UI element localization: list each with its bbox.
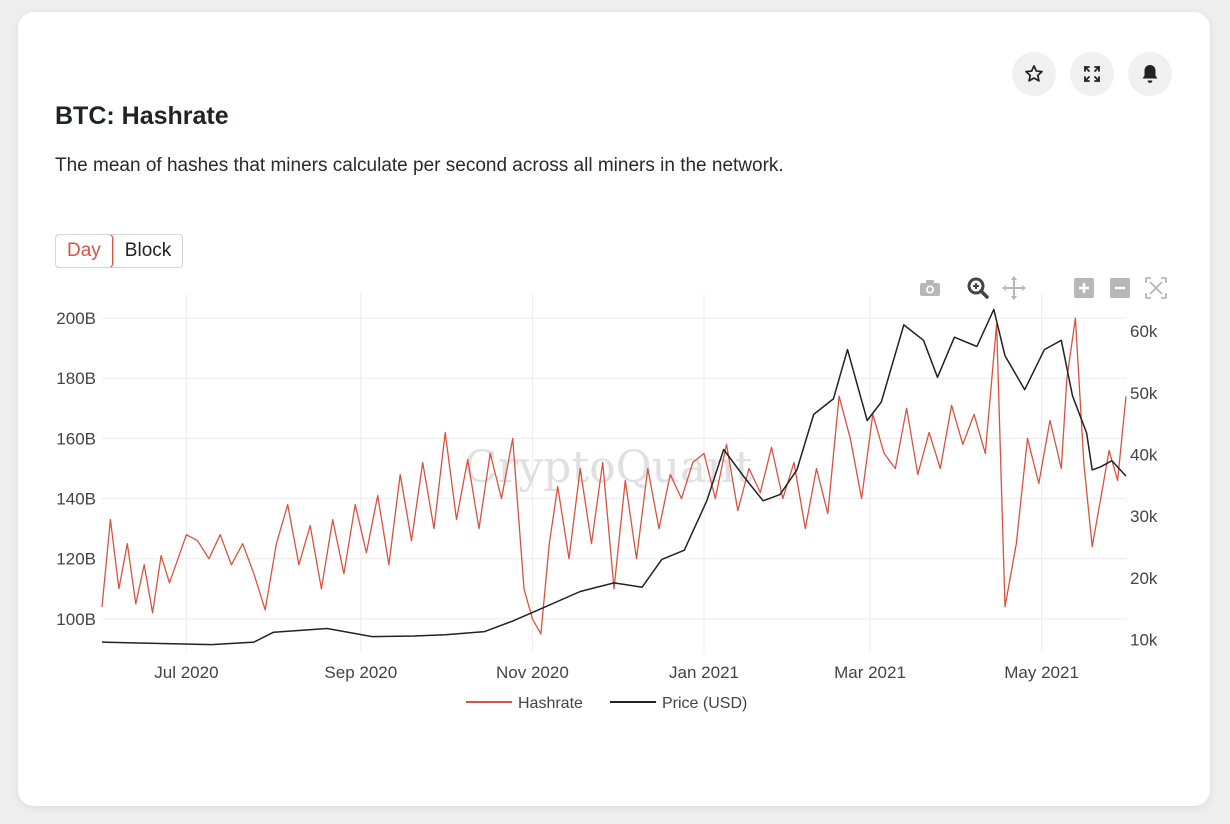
y-right-tick-label: 20k bbox=[1130, 569, 1158, 588]
chart-series bbox=[101, 308, 1127, 646]
interval-toggle: Day Block bbox=[55, 234, 184, 268]
expand-icon bbox=[1084, 66, 1100, 82]
legend-price-label[interactable]: Price (USD) bbox=[662, 695, 747, 712]
favorite-button[interactable] bbox=[1012, 52, 1056, 96]
chart-grid bbox=[102, 294, 1126, 652]
y-left-tick-label: 120B bbox=[56, 550, 96, 569]
bell-icon bbox=[1142, 65, 1158, 83]
x-tick-label: May 2021 bbox=[1004, 663, 1079, 682]
y-right-tick-label: 60k bbox=[1130, 322, 1158, 341]
download-button[interactable] bbox=[916, 274, 944, 302]
pan-icon bbox=[1002, 276, 1026, 300]
expand-button[interactable] bbox=[1070, 52, 1114, 96]
y-right-tick-label: 50k bbox=[1130, 384, 1158, 403]
y-right-tick-label: 40k bbox=[1130, 445, 1158, 464]
zoom-icon bbox=[967, 277, 989, 299]
y-right-tick-label: 30k bbox=[1130, 507, 1158, 526]
zoom-in-icon bbox=[1074, 278, 1094, 298]
card-actions bbox=[1012, 52, 1172, 96]
chart-axes: 100B 120B 140B 160B 180B 200B 10k 20k 30k 40k 50k 6… bbox=[56, 309, 1158, 682]
y-left-tick-label: 160B bbox=[56, 429, 96, 448]
price-line[interactable] bbox=[101, 308, 1127, 646]
chart-legend[interactable]: Hashrate Price (USD) bbox=[466, 695, 747, 712]
y-left-tick-label: 180B bbox=[56, 369, 96, 388]
zoom-button[interactable] bbox=[964, 274, 992, 302]
zoom-in-button[interactable] bbox=[1070, 274, 1098, 302]
legend-hashrate-label[interactable]: Hashrate bbox=[518, 695, 583, 712]
y-right-tick-label: 10k bbox=[1130, 631, 1158, 650]
alert-button[interactable] bbox=[1128, 52, 1172, 96]
hashrate-line[interactable] bbox=[101, 317, 1127, 635]
page-title: BTC: Hashrate bbox=[55, 102, 229, 130]
x-tick-label: Sep 2020 bbox=[324, 663, 397, 682]
y-left-tick-label: 140B bbox=[56, 490, 96, 509]
autoscale-button[interactable] bbox=[1142, 274, 1170, 302]
watermark: CryptoQuant bbox=[464, 442, 753, 493]
x-tick-label: Nov 2020 bbox=[496, 663, 569, 682]
x-tick-label: Jul 2020 bbox=[154, 663, 218, 682]
zoom-out-icon bbox=[1110, 278, 1130, 298]
star-icon bbox=[1025, 65, 1043, 82]
y-left-tick-label: 200B bbox=[56, 309, 96, 328]
camera-icon bbox=[920, 280, 940, 296]
y-left-tick-label: 100B bbox=[56, 610, 96, 629]
chart-modebar bbox=[916, 274, 1167, 302]
hashrate-chart[interactable]: CryptoQuant 100B 120B 140B 160B 180B 200B 10k 2… bbox=[18, 12, 1210, 806]
chart-description: The mean of hashes that miners calculate… bbox=[55, 155, 784, 176]
x-tick-label: Mar 2021 bbox=[834, 663, 906, 682]
zoom-out-button[interactable] bbox=[1106, 274, 1134, 302]
toggle-day-button[interactable]: Day bbox=[56, 235, 113, 267]
pan-button[interactable] bbox=[1000, 274, 1028, 302]
autoscale-icon bbox=[1145, 277, 1167, 299]
chart-card: BTC: Hashrate The mean of hashes that mi… bbox=[18, 12, 1210, 806]
toggle-block-button[interactable]: Block bbox=[112, 235, 183, 267]
x-tick-label: Jan 2021 bbox=[669, 663, 739, 682]
